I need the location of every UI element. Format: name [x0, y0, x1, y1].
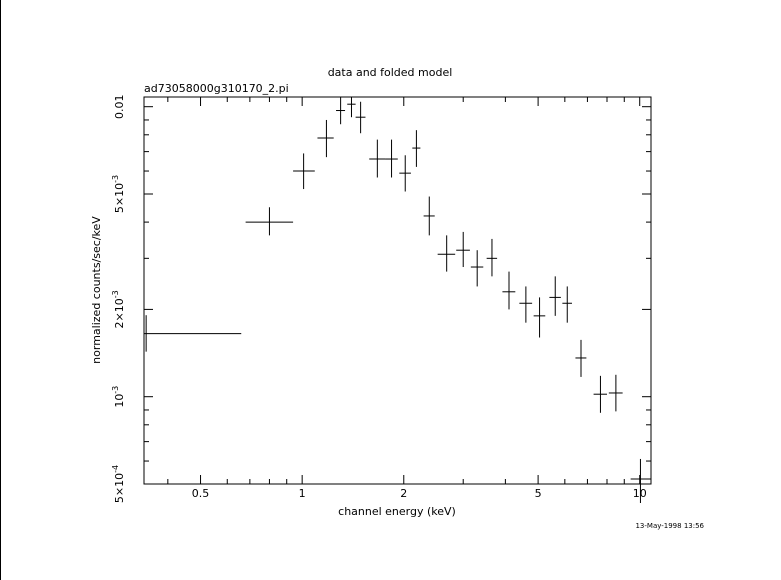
y-axis: 5×10-4 10-3 2×10-3 5×10-3 0.01: [111, 94, 651, 503]
data-point: [336, 97, 346, 125]
data-point: [144, 315, 242, 352]
data-point: [470, 250, 484, 287]
svg-text:5×10-3: 5×10-3: [111, 175, 126, 213]
data-point: [423, 196, 435, 236]
svg-text:10-3: 10-3: [111, 386, 126, 408]
y-tick-label: 5×10-3: [111, 175, 126, 213]
data-point: [437, 235, 456, 272]
x-tick-label: 10: [633, 487, 647, 500]
svg-text:5×10-4: 5×10-4: [111, 465, 126, 503]
y-tick-label: 10-3: [111, 386, 126, 408]
x-tick-label: 2: [400, 487, 407, 500]
data-point: [385, 139, 398, 178]
window-left-border: [0, 0, 1, 580]
x-tick-label: 0.5: [192, 487, 210, 500]
data-point: [369, 139, 386, 178]
data-point: [293, 153, 315, 190]
data-point: [317, 119, 334, 158]
y-tick-label: 2×10-3: [111, 290, 126, 328]
data-point: [412, 130, 421, 167]
chart-subtitle: ad73058000g310170_2.pi: [144, 82, 289, 95]
data-point: [355, 101, 366, 134]
data-point: [608, 374, 623, 412]
data-point: [533, 297, 546, 338]
data-point: [399, 155, 411, 192]
data-point: [519, 286, 533, 323]
data-point: [456, 231, 470, 268]
data-point: [575, 339, 587, 377]
data-point: [502, 271, 516, 310]
chart-title: data and folded model: [328, 66, 453, 79]
data-point: [630, 458, 651, 503]
data-point: [549, 276, 561, 316]
x-tick-label: 1: [299, 487, 306, 500]
data-points: [144, 97, 651, 503]
data-point: [562, 286, 572, 323]
x-axis: 0.5 1 2 5 10: [167, 97, 647, 500]
data-point: [486, 238, 498, 277]
x-tick-label: 5: [535, 487, 542, 500]
x-axis-label: channel energy (keV): [338, 505, 456, 518]
plot-frame: [143, 96, 652, 485]
svg-text:0.01: 0.01: [113, 94, 126, 119]
y-tick-label: 5×10-4: [111, 465, 126, 503]
data-point: [347, 97, 356, 118]
timestamp: 13-May-1998 13:56: [635, 522, 704, 530]
y-tick-label: 0.01: [113, 94, 126, 119]
data-point: [593, 375, 608, 413]
data-point: [245, 207, 294, 236]
y-axis-label: normalized counts/sec/keV: [90, 216, 103, 364]
svg-text:2×10-3: 2×10-3: [111, 290, 126, 328]
